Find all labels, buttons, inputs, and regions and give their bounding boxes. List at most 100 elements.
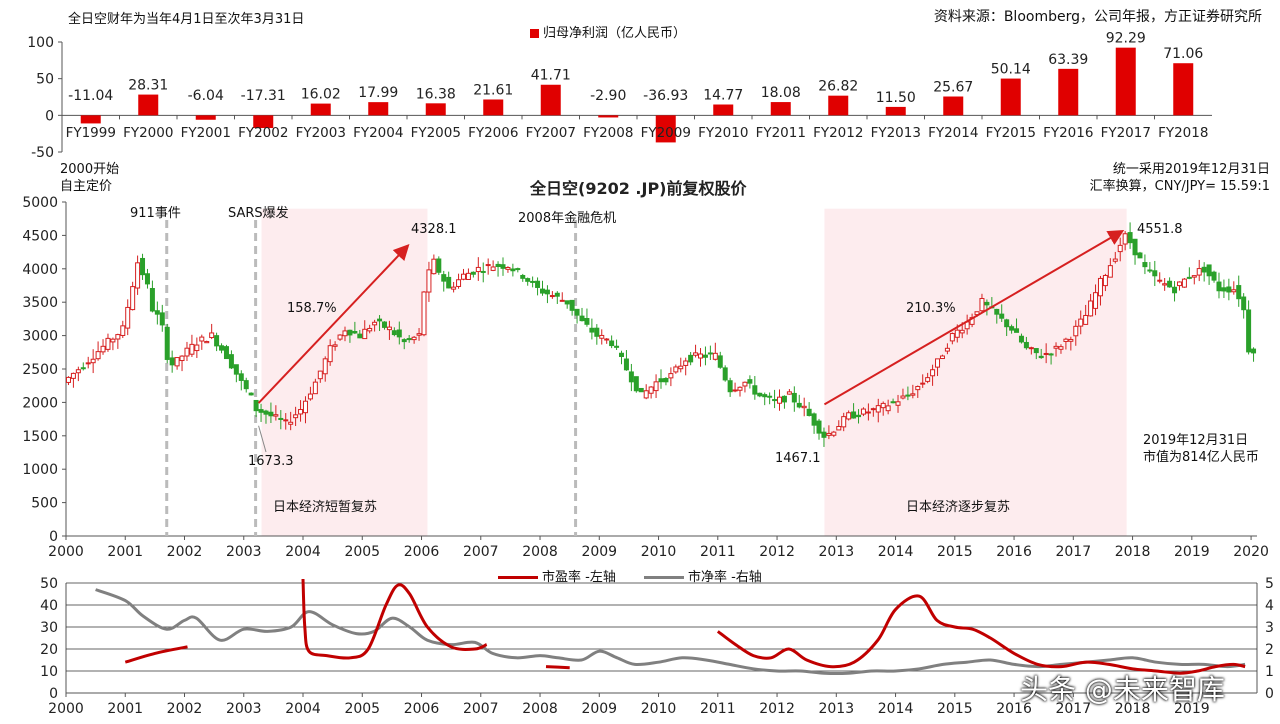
trend-arrow <box>257 243 410 404</box>
annotation-low-2012: 1467.1 <box>775 451 821 466</box>
candle-body <box>90 358 96 364</box>
candle-body <box>1191 275 1197 278</box>
y-tick-label: 500 <box>31 496 58 512</box>
candle-body <box>1176 281 1182 287</box>
bar-value-label: -11.04 <box>68 88 113 104</box>
candle-body <box>1073 325 1079 337</box>
candle-body <box>391 330 397 336</box>
bar-value-label: 71.06 <box>1163 46 1203 62</box>
bar-value-label: 63.39 <box>1048 52 1088 68</box>
x-tick-label: 2003 <box>226 544 262 560</box>
candle-body <box>317 370 323 380</box>
candle-body <box>149 288 155 312</box>
candle-body <box>910 393 916 396</box>
source-note: 资料来源：Bloomberg，公司年报，方正证券研究所 <box>933 9 1262 25</box>
x-tick-label: FY2016 <box>1043 125 1093 141</box>
candle-body <box>475 266 481 273</box>
candle-body <box>796 402 802 408</box>
candle-body <box>248 392 254 396</box>
y-tick-label: 0 <box>49 529 58 545</box>
candle-body <box>80 367 86 370</box>
candle-body <box>539 288 545 294</box>
candle-body <box>130 286 136 311</box>
candle-body <box>915 386 921 391</box>
candle-body <box>1117 244 1123 253</box>
candle-body <box>944 347 950 352</box>
candle-body <box>767 395 773 398</box>
candle-body <box>821 431 827 438</box>
x-tick-label: FY2007 <box>526 125 576 141</box>
x-tick-label: FY2004 <box>353 125 403 141</box>
bar-value-label: 50.14 <box>991 62 1031 78</box>
price-candlestick-chart: 5000450040003500300025002000150010005000… <box>22 195 1269 560</box>
candle-body <box>1221 287 1227 292</box>
candle-body <box>1132 238 1138 256</box>
candle-body <box>900 395 906 399</box>
profit-bar <box>138 94 159 116</box>
candle-body <box>816 420 822 434</box>
candle-body <box>1241 296 1247 311</box>
profit-bar <box>598 115 619 118</box>
candle-body <box>633 376 639 392</box>
candle-body <box>865 411 871 414</box>
candle-body <box>460 273 466 280</box>
candle-body <box>204 341 210 344</box>
x-tick-label: 2008 <box>522 701 558 717</box>
y-tick-label: 2500 <box>22 362 58 378</box>
x-tick-label: 2000 <box>48 544 84 560</box>
candle-body <box>446 276 452 289</box>
candle-body <box>209 332 215 339</box>
x-tick-label: 2011 <box>700 701 736 717</box>
bar-value-label: 18.08 <box>761 85 801 101</box>
x-tick-label: 2001 <box>107 544 143 560</box>
candle-body <box>159 312 165 326</box>
x-tick-label: FY2000 <box>123 125 173 141</box>
candle-body <box>214 335 220 347</box>
candle-body <box>302 400 308 414</box>
bar-value-label: -36.93 <box>643 88 688 104</box>
x-tick-label: 2006 <box>404 544 440 560</box>
candle-body <box>786 391 792 395</box>
candle-body <box>135 262 141 289</box>
candle-body <box>485 264 491 267</box>
candle-body <box>238 373 244 381</box>
x-tick-label: FY2014 <box>928 125 978 141</box>
x-tick-label: FY2010 <box>698 125 748 141</box>
candle-body <box>495 263 501 267</box>
y-tick-label: 1500 <box>22 429 58 445</box>
candle-body <box>939 355 945 360</box>
candle-body <box>169 357 175 366</box>
candle-body <box>742 381 748 387</box>
x-tick-label: 2004 <box>285 544 321 560</box>
candle-body <box>638 387 644 393</box>
candle-body <box>263 410 269 415</box>
candle-body <box>352 330 358 334</box>
candle-body <box>594 327 600 337</box>
candle-body <box>614 345 620 348</box>
candle-body <box>1142 262 1148 268</box>
candle-body <box>890 401 896 404</box>
x-tick-label: FY2002 <box>238 125 288 141</box>
candle-body <box>1181 278 1187 288</box>
left-tick-label: 10 <box>40 664 58 680</box>
y-tick-label: 0 <box>45 108 54 124</box>
candle-body <box>920 382 926 385</box>
bar-value-label: -17.31 <box>241 88 286 104</box>
x-tick-label: 2018 <box>1115 701 1151 717</box>
candle-body <box>253 399 259 412</box>
candle-body <box>1226 286 1232 293</box>
candle-body <box>1196 268 1202 276</box>
candle-body <box>727 380 733 393</box>
y-tick-label: 3000 <box>22 329 58 345</box>
x-tick-label: 2019 <box>1174 544 1210 560</box>
candle-body <box>559 299 565 302</box>
annotation-peak-2006: 4328.1 <box>411 222 457 237</box>
candle-body <box>293 414 299 419</box>
candle-body <box>120 325 126 336</box>
candle-body <box>1033 348 1039 354</box>
candle-body <box>1147 269 1153 272</box>
candle-body <box>1186 276 1192 279</box>
candle-body <box>174 357 180 367</box>
candle-body <box>1068 338 1074 342</box>
